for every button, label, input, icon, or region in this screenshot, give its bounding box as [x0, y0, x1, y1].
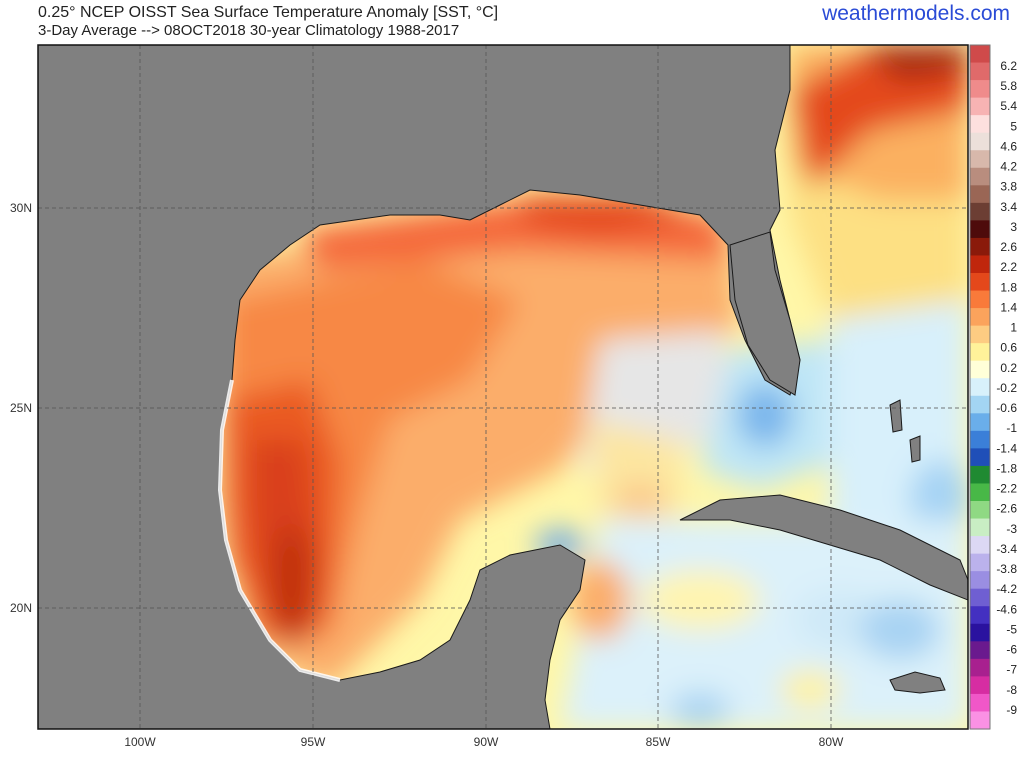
- brand-watermark: weathermodels.com: [822, 2, 1010, 25]
- colorbar-label: -3.4: [996, 542, 1017, 556]
- colorbar-swatch: [970, 308, 990, 327]
- lon-tick: 85W: [646, 735, 671, 749]
- colorbar-label: -3.8: [996, 562, 1017, 576]
- colorbar-label: 1.4: [1000, 301, 1017, 315]
- colorbar-swatch: [970, 150, 990, 169]
- colorbar-label: -3: [1006, 522, 1017, 536]
- colorbar-swatch: [970, 185, 990, 204]
- colorbar-swatch: [970, 202, 990, 221]
- lon-tick: 80W: [819, 735, 844, 749]
- colorbar-swatch: [970, 80, 990, 99]
- colorbar-swatch: [970, 518, 990, 537]
- colorbar-label: 3: [1010, 220, 1017, 234]
- colorbar-label: 3.8: [1000, 180, 1017, 194]
- colorbar-label: -4.6: [996, 602, 1017, 616]
- colorbar-swatch: [970, 255, 990, 274]
- colorbar-swatch: [970, 378, 990, 397]
- colorbar-swatch: [970, 360, 990, 379]
- colorbar-swatch: [970, 395, 990, 414]
- map-subtitle: 3-Day Average --> 08OCT2018 30-year Clim…: [38, 22, 460, 39]
- colorbar-label: -0.2: [996, 381, 1017, 395]
- colorbar-swatch: [970, 413, 990, 432]
- colorbar-swatch: [970, 273, 990, 292]
- colorbar-label: 4.2: [1000, 160, 1017, 174]
- colorbar-label: -2.2: [996, 482, 1017, 496]
- colorbar-swatch: [970, 553, 990, 572]
- colorbar-swatch: [970, 448, 990, 467]
- lat-tick: 20N: [10, 601, 32, 615]
- colorbar-swatch: [970, 237, 990, 257]
- colorbar-label: 0.2: [1000, 361, 1017, 375]
- colorbar-label: -5: [1006, 622, 1017, 636]
- colorbar-swatch: [970, 588, 990, 607]
- colorbar-label: -1.4: [996, 441, 1017, 455]
- lon-tick: 95W: [301, 735, 326, 749]
- colorbar-swatch: [970, 430, 990, 449]
- colorbar-label: -8: [1006, 683, 1017, 697]
- colorbar-swatch: [970, 167, 990, 186]
- colorbar-label: 5.4: [1000, 99, 1017, 113]
- colorbar-swatch: [970, 501, 990, 520]
- colorbar-swatch: [970, 658, 990, 677]
- colorbar-label: -1: [1006, 421, 1017, 435]
- map-frame: [37, 44, 969, 730]
- colorbar-label: 6.2: [1000, 59, 1017, 73]
- colorbar-swatch: [970, 711, 990, 730]
- colorbar-label: 1.8: [1000, 280, 1017, 294]
- colorbar-swatch: [970, 97, 990, 116]
- colorbar-swatch: [970, 536, 990, 555]
- colorbar-swatch: [970, 290, 990, 309]
- lon-tick: 100W: [124, 735, 156, 749]
- colorbar-swatch: [970, 62, 990, 81]
- colorbar-label: 0.6: [1000, 341, 1017, 355]
- colorbar: 6.2 5.8 5.4 5 4.6 4.2 3.8 3.4 3 2.6 2.2 1.8 1.4 1 0.6 0…: [969, 44, 1017, 730]
- colorbar-swatch: [970, 693, 990, 713]
- map-title: 0.25° NCEP OISST Sea Surface Temperature…: [38, 4, 499, 21]
- colorbar-swatch: [970, 623, 990, 642]
- colorbar-label: -9: [1006, 703, 1017, 717]
- colorbar-swatch: [970, 483, 990, 502]
- land-masses: [38, 45, 968, 729]
- colorbar-swatch: [970, 641, 990, 660]
- colorbar-frame: [969, 44, 991, 730]
- colorbar-swatch: [970, 676, 990, 695]
- colorbar-label: 1: [1010, 321, 1017, 335]
- colorbar-label: 2.6: [1000, 240, 1017, 254]
- colorbar-swatch: [970, 132, 990, 151]
- axis-ticks: 100W 95W 90W 85W 80W 30N 25N 20N: [10, 201, 844, 749]
- colorbar-label: -0.6: [996, 401, 1017, 415]
- colorbar-label: -7: [1006, 663, 1017, 677]
- lat-tick: 25N: [10, 401, 32, 415]
- colorbar-label: -1.8: [996, 461, 1017, 475]
- colorbar-label: 5.8: [1000, 79, 1017, 93]
- colorbar-label: 3.4: [1000, 200, 1017, 214]
- colorbar-swatch: [970, 606, 990, 625]
- colorbar-label: 4.6: [1000, 140, 1017, 154]
- colorbar-swatch: [970, 325, 990, 344]
- colorbar-label: -6: [1006, 643, 1017, 657]
- colorbar-swatch: [970, 115, 990, 134]
- lon-tick: 90W: [474, 735, 499, 749]
- colorbar-swatch: [970, 571, 990, 590]
- colorbar-label: 5: [1010, 119, 1017, 133]
- colorbar-swatch: [970, 465, 990, 485]
- colorbar-label: 2.2: [1000, 260, 1017, 274]
- colorbar-swatch: [970, 220, 990, 239]
- colorbar-label: -2.6: [996, 502, 1017, 516]
- graticule: [38, 45, 968, 729]
- lat-tick: 30N: [10, 201, 32, 215]
- colorbar-swatch: [970, 343, 990, 362]
- colorbar-label: -4.2: [996, 582, 1017, 596]
- colorbar-swatch: [970, 45, 990, 64]
